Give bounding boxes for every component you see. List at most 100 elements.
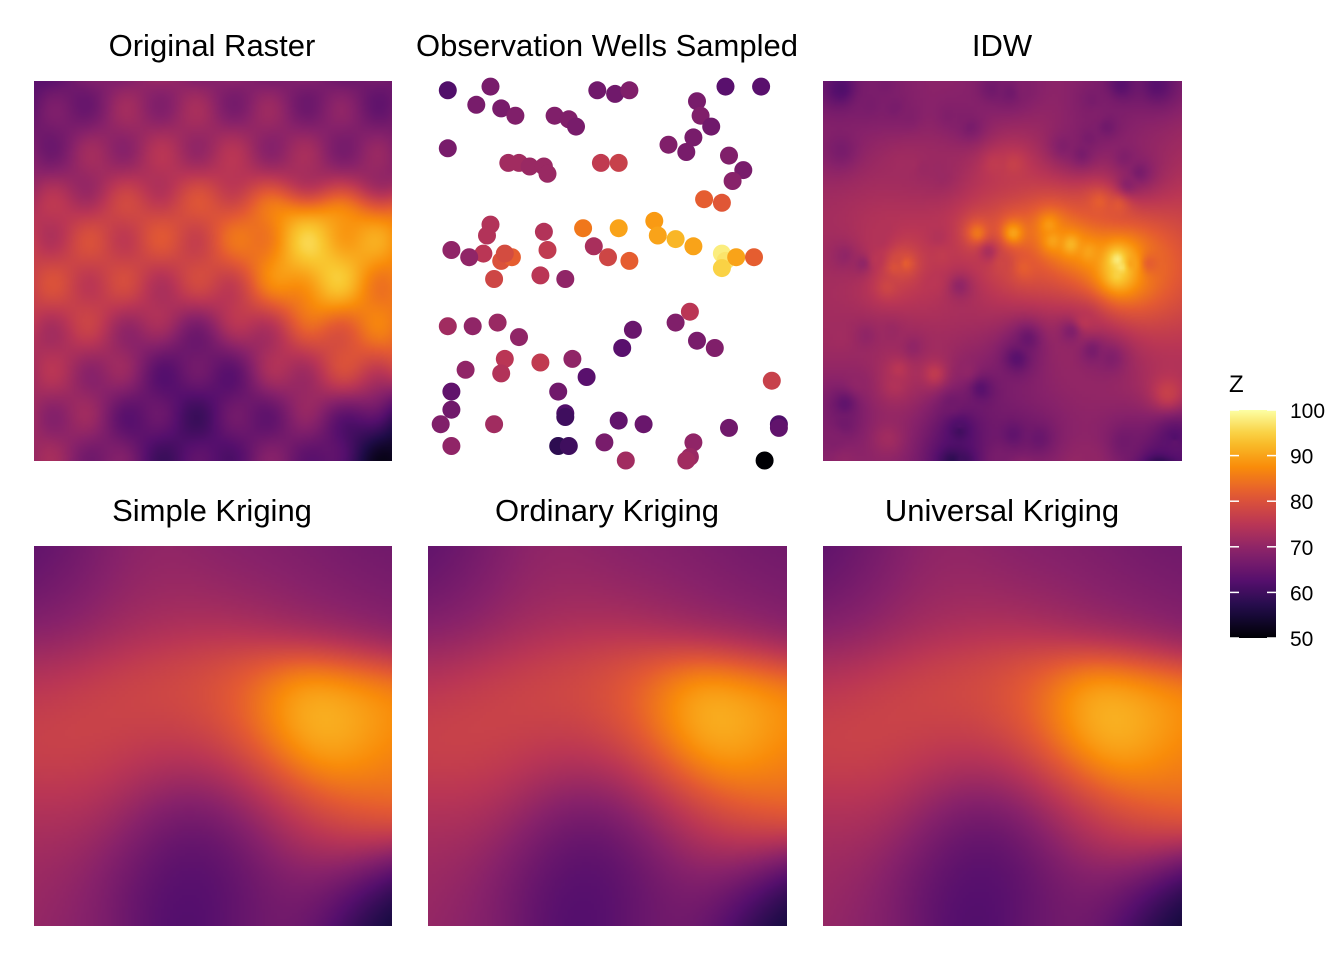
legend-tick-label: 60 <box>1290 582 1313 605</box>
well-point <box>659 135 678 154</box>
well-point <box>620 251 639 270</box>
well-point <box>538 164 557 183</box>
legend-title: Z <box>1229 371 1244 398</box>
well-point <box>584 237 603 256</box>
legend-tick-label: 80 <box>1290 491 1313 514</box>
well-point <box>677 143 696 161</box>
panel-title-universal: Universal Kriging <box>885 493 1119 528</box>
well-point <box>609 411 628 430</box>
panel-title-original: Original Raster <box>109 28 316 63</box>
well-point <box>485 270 504 288</box>
legend-tick-label: 100 <box>1290 400 1325 423</box>
legend-ticks: 50 60 70 80 90 100 <box>1230 400 1325 651</box>
well-point <box>549 382 568 401</box>
well-point <box>684 237 703 256</box>
legend-tick-label: 90 <box>1290 446 1313 469</box>
panel-title-ordinary: Ordinary Kriging <box>495 493 719 528</box>
well-point <box>606 84 625 103</box>
well-point <box>712 259 731 278</box>
well-point <box>752 77 771 96</box>
well-point <box>720 418 738 437</box>
well-point <box>438 81 457 100</box>
well-point <box>495 349 514 368</box>
legend-tick-label: 50 <box>1290 628 1313 651</box>
well-point <box>456 360 475 379</box>
well-point <box>442 437 461 455</box>
well-point <box>720 146 738 165</box>
well-point <box>666 313 685 332</box>
panel-universal: Universal Kriging <box>823 493 1182 926</box>
well-point <box>567 117 585 136</box>
well-point <box>716 77 735 96</box>
well-point <box>556 270 575 288</box>
well-point <box>769 418 788 437</box>
well-point <box>623 320 642 339</box>
well-point <box>442 382 461 401</box>
raster-ordinary <box>428 546 787 926</box>
well-point <box>531 266 550 285</box>
well-point <box>609 219 628 238</box>
panel-wells: Observation Wells Sampled <box>416 28 798 470</box>
well-point <box>634 415 653 434</box>
well-point <box>485 415 504 434</box>
well-point <box>688 92 706 111</box>
well-point <box>680 302 699 321</box>
well-point <box>688 331 706 350</box>
well-point <box>727 248 746 267</box>
well-point <box>545 106 564 125</box>
well-point <box>695 190 714 209</box>
well-point <box>431 415 450 434</box>
well-point <box>474 244 493 263</box>
well-point <box>492 99 511 118</box>
well-point <box>492 364 511 383</box>
well-point <box>506 106 525 125</box>
legend-tick-label: 70 <box>1290 537 1313 560</box>
well-point <box>762 371 781 390</box>
well-point <box>478 226 496 245</box>
panel-idw: IDW <box>823 28 1182 461</box>
well-point <box>712 193 731 212</box>
raster-universal <box>823 546 1182 926</box>
well-point <box>531 353 550 372</box>
raster-simple <box>34 546 392 926</box>
panel-title-simple: Simple Kriging <box>112 493 312 528</box>
well-point <box>495 244 514 263</box>
well-point <box>588 81 607 100</box>
wells-layer <box>431 77 788 470</box>
well-point <box>645 211 664 230</box>
well-point <box>488 313 507 332</box>
well-point <box>613 339 632 357</box>
well-point <box>574 219 593 238</box>
well-point <box>510 328 528 347</box>
well-point <box>556 408 575 426</box>
well-point <box>648 226 667 245</box>
well-point <box>438 139 457 158</box>
well-point <box>534 222 553 241</box>
well-point <box>599 248 617 267</box>
well-point <box>442 400 461 419</box>
well-point <box>684 433 703 452</box>
well-point <box>595 433 614 452</box>
well-point <box>705 339 724 357</box>
well-point <box>755 451 774 470</box>
well-point <box>591 153 610 172</box>
raster-idw <box>823 81 1182 461</box>
well-point <box>467 95 486 114</box>
well-point <box>520 157 539 176</box>
panel-title-wells: Observation Wells Sampled <box>416 28 798 63</box>
well-point <box>442 241 461 259</box>
well-point <box>577 368 596 386</box>
well-point <box>563 349 582 368</box>
panel-title-idw: IDW <box>972 28 1033 63</box>
well-point <box>677 451 696 470</box>
well-point <box>745 248 763 267</box>
legend-colorbar <box>1230 410 1276 638</box>
well-point <box>438 317 457 336</box>
panel-ordinary: Ordinary Kriging <box>428 493 787 926</box>
well-point <box>616 451 635 470</box>
well-point <box>463 317 482 336</box>
raster-original <box>34 81 392 461</box>
well-point <box>460 248 479 267</box>
well-point <box>620 81 639 100</box>
